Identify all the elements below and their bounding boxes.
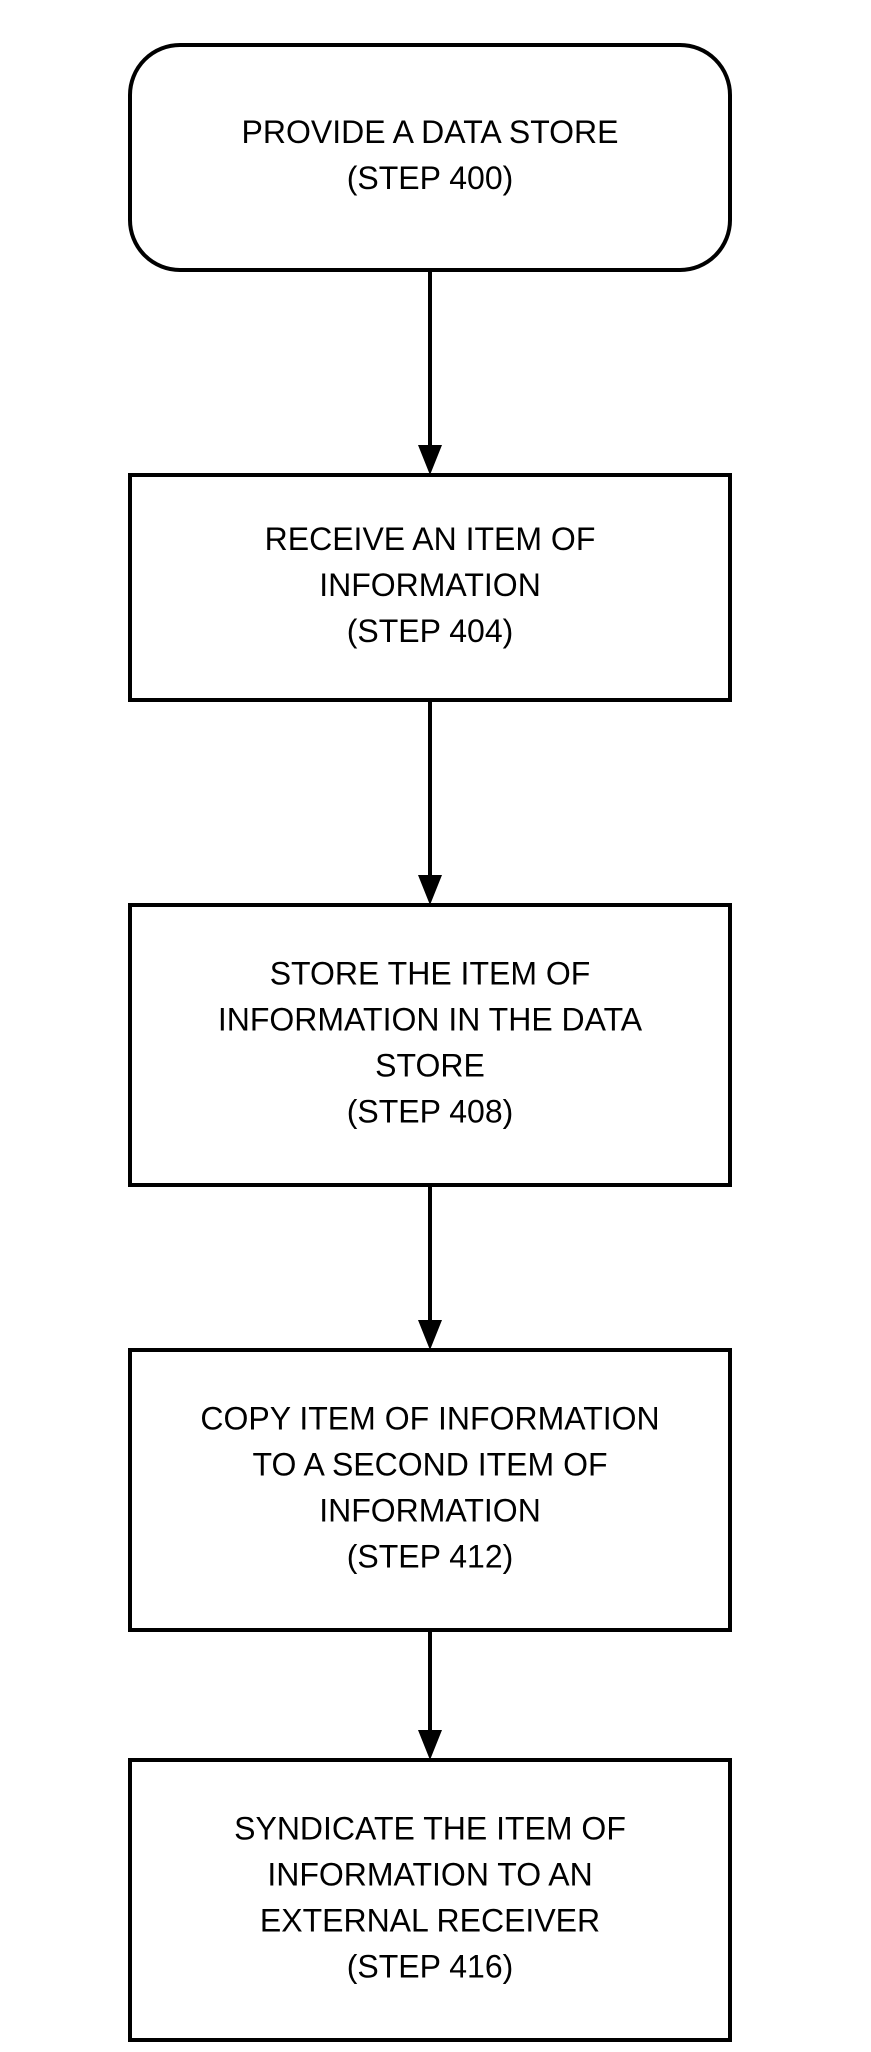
node-label: EXTERNAL RECEIVER xyxy=(260,1902,600,1938)
node-label: (STEP 400) xyxy=(347,160,514,196)
node-label: INFORMATION xyxy=(319,1492,541,1528)
node-label: STORE xyxy=(375,1047,485,1083)
node-label: (STEP 412) xyxy=(347,1538,514,1574)
arrowhead-icon xyxy=(418,445,442,475)
flowchart-node: SYNDICATE THE ITEM OF INFORMATION TO AN EX… xyxy=(130,1760,730,2040)
node-label: INFORMATION xyxy=(319,567,541,603)
node-label: STORE THE ITEM OF xyxy=(270,955,591,991)
flowchart-node: PROVIDE A DATA STORE (STEP 400) xyxy=(130,45,730,270)
node-label: (STEP 408) xyxy=(347,1093,514,1129)
node-label: SYNDICATE THE ITEM OF xyxy=(234,1810,626,1846)
flowchart-node: COPY ITEM OF INFORMATION TO A SECOND ITEM… xyxy=(130,1350,730,1630)
node-label: (STEP 416) xyxy=(347,1948,514,1984)
node-box xyxy=(130,1760,730,2040)
node-box xyxy=(130,45,730,270)
node-label: COPY ITEM OF INFORMATION xyxy=(200,1400,659,1436)
node-label: INFORMATION IN THE DATA xyxy=(218,1001,643,1037)
arrowhead-icon xyxy=(418,1730,442,1760)
flowchart-node: RECEIVE AN ITEM OF INFORMATION (STEP 404) xyxy=(130,475,730,700)
flowchart-canvas: PROVIDE A DATA STORE (STEP 400) RECEIVE AN… xyxy=(0,0,871,2052)
node-label: PROVIDE A DATA STORE xyxy=(242,114,619,150)
arrowhead-icon xyxy=(418,1320,442,1350)
node-label: TO A SECOND ITEM OF xyxy=(252,1446,607,1482)
node-box xyxy=(130,1350,730,1630)
node-label: (STEP 404) xyxy=(347,613,514,649)
arrowhead-icon xyxy=(418,875,442,905)
flowchart-node: STORE THE ITEM OF INFORMATION IN THE DATA… xyxy=(130,905,730,1185)
node-box xyxy=(130,905,730,1185)
node-label: INFORMATION TO AN xyxy=(267,1856,592,1892)
node-label: RECEIVE AN ITEM OF xyxy=(265,521,596,557)
